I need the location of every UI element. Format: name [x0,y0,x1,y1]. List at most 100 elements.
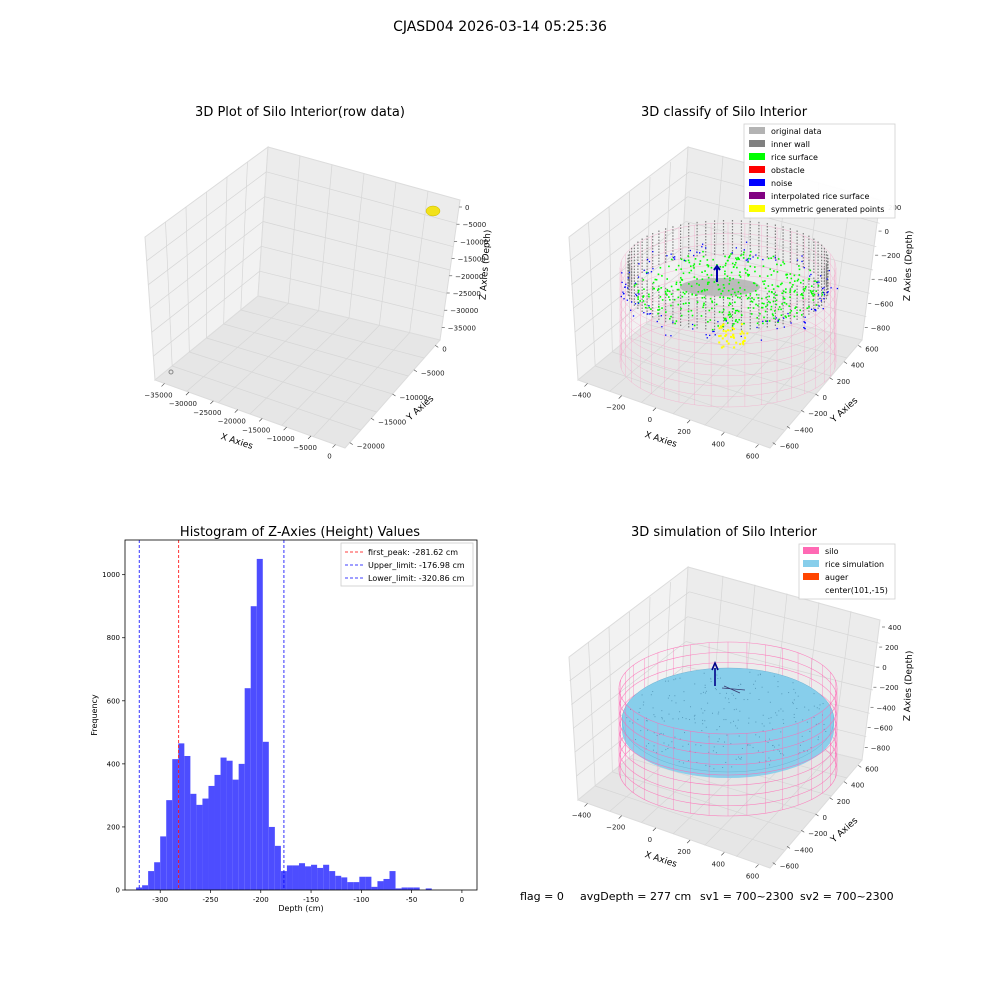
histogram-ticks: -300 -250 -200 -150 -100 -50 0 0 200 400 600 800 100… [102,571,464,904]
noise-point [760,339,763,341]
x-tick-mark [721,852,725,856]
noise-point [822,307,824,310]
rice-simulation-point [638,711,640,713]
noise-point [775,259,777,261]
noise-point [638,293,640,295]
x-tick-label: −400 [572,391,591,399]
rice-surface-point [687,259,690,262]
histogram-bar [353,882,360,890]
rice-surface-point [688,261,691,264]
x-tick-mark [234,409,238,413]
rice-surface-point [700,315,703,317]
rice-surface-point [795,306,797,308]
rice-surface-point [793,274,796,277]
rice-simulation-point [810,746,812,748]
rice-surface-point [699,260,702,262]
rice-surface-point [724,317,727,320]
histogram-bar [425,888,432,890]
rice-simulation-point [735,698,737,700]
y-tick-label: −15000 [378,418,406,426]
rice-surface-point [739,271,741,274]
y-tick-mark [786,846,791,849]
rice-surface-point [690,269,693,272]
rice-surface-point [722,266,724,268]
legend-swatch [749,166,765,173]
rice-surface-point [666,288,669,291]
rice-surface-point [765,305,767,308]
rice-surface-point [737,296,739,299]
rice-simulation-point [799,744,801,746]
rice-surface-point [700,290,703,293]
rice-surface-point [815,290,818,292]
rice-surface-point [679,281,682,284]
rice-surface-point [769,268,772,271]
rice-surface-point [767,300,770,303]
rice-simulation-point [740,683,742,685]
rice-surface-point [728,256,730,259]
rice-surface-point [763,316,765,319]
noise-point [827,291,829,293]
rice-surface-point [729,303,732,305]
legend-label: original data [771,127,822,136]
histogram-bar [311,864,318,890]
rice-surface-point [659,296,662,298]
rice-simulation-point [653,714,655,716]
rice-surface-point [785,273,788,276]
rice-simulation-point [782,710,784,712]
rice-simulation-point [678,761,680,763]
legend-label: noise [771,179,792,188]
rice-surface-point [733,323,735,325]
histogram-bar [148,871,155,890]
noise-point [652,268,654,270]
x-tick-label: -300 [152,896,168,904]
x-tick-label: 0 [327,453,331,461]
rice-surface-point [675,268,678,271]
rice-surface-point [668,296,670,298]
classify-y-axis-label: Y Axies [828,396,860,426]
rice-surface-point [780,308,782,311]
rice-simulation-point [749,671,751,673]
rice-surface-point [754,290,757,292]
rice-surface-point [668,290,671,293]
rice-surface-point [762,280,764,283]
rice-simulation-point [757,674,759,676]
rice-simulation-point [679,711,681,713]
rice-simulation-point [754,680,756,682]
noise-point [621,272,623,274]
rice-simulation-point [685,718,687,720]
rice-surface-point [692,264,695,267]
z-tick-label: −30000 [450,307,478,315]
histogram-bar [178,743,185,890]
histogram-bar [232,779,239,890]
rice-surface-point [732,266,735,268]
symmetric-point [722,345,725,348]
rice-surface-point [693,276,696,278]
rice-simulation-point [740,758,742,760]
rice-surface-point [669,317,671,320]
rice-surface-point [702,306,704,309]
auger-marker [711,660,719,686]
noise-point [810,273,812,276]
rice-surface-point [729,279,731,282]
rice-surface-point [694,258,697,260]
noise-point [621,281,623,284]
rice-surface-point [695,294,697,296]
rice-surface-point [687,255,689,257]
noise-point [623,292,625,295]
symmetric-point [722,323,725,326]
rice-simulation-point [646,720,648,722]
rice-surface-point [717,325,719,327]
rice-surface-point [665,292,667,295]
rice-simulation-point [712,712,714,714]
rice-surface-point [735,318,737,321]
rice-surface-point [785,288,787,290]
rice-surface-point [670,285,673,288]
rice-simulation-point [792,682,794,684]
rice-simulation-point [648,743,650,745]
z-tick-label: 0 [465,204,469,212]
rice-surface-point [777,308,780,311]
rice-surface-point [708,281,710,284]
x-tick-mark [618,815,622,819]
rice-simulation-point [661,718,663,720]
rice-simulation-point [710,677,712,679]
